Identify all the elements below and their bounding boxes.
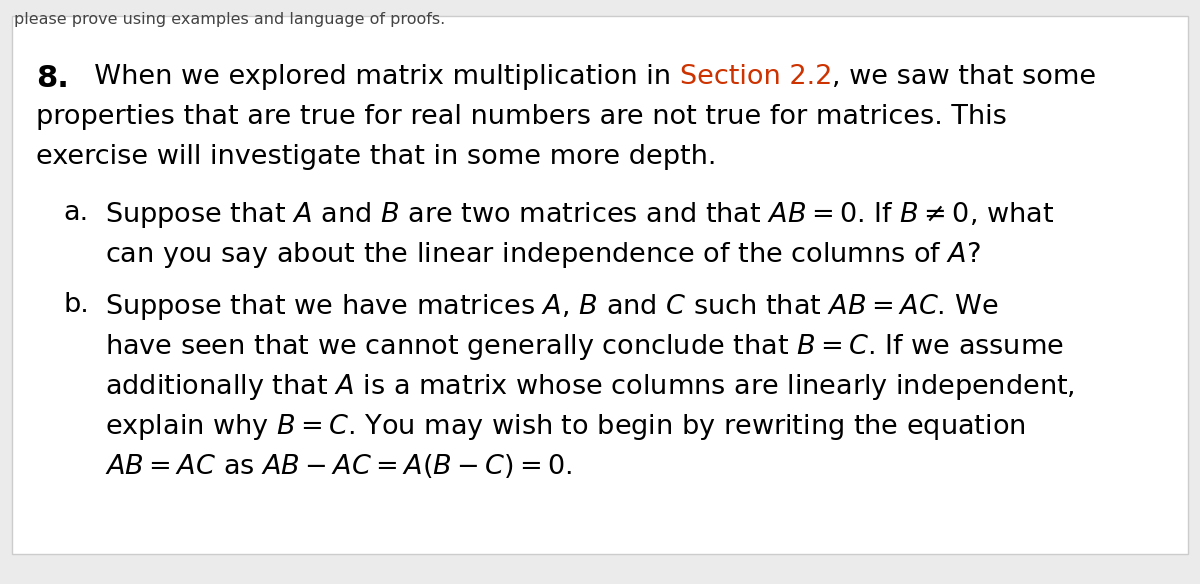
- Text: Suppose that $A$ and $B$ are two matrices and that $AB = 0$. If $B \neq 0$, what: Suppose that $A$ and $B$ are two matrice…: [106, 200, 1055, 230]
- Text: Suppose that we have matrices $A$, $B$ and $C$ such that $AB = AC$. We: Suppose that we have matrices $A$, $B$ a…: [106, 292, 998, 322]
- Text: Section 2.2: Section 2.2: [679, 64, 832, 90]
- FancyBboxPatch shape: [12, 16, 1188, 554]
- Text: can you say about the linear independence of the columns of $A$?: can you say about the linear independenc…: [106, 240, 982, 270]
- Text: exercise will investigate that in some more depth.: exercise will investigate that in some m…: [36, 144, 716, 170]
- Text: properties that are true for real numbers are not true for matrices. This: properties that are true for real number…: [36, 104, 1007, 130]
- Text: have seen that we cannot generally conclude that $B = C$. If we assume: have seen that we cannot generally concl…: [106, 332, 1064, 362]
- Text: additionally that $A$ is a matrix whose columns are linearly independent,: additionally that $A$ is a matrix whose …: [106, 372, 1075, 402]
- Text: explain why $B = C$. You may wish to begin by rewriting the equation: explain why $B = C$. You may wish to beg…: [106, 412, 1026, 442]
- Text: please prove using examples and language of proofs.: please prove using examples and language…: [14, 12, 445, 27]
- Text: 8.: 8.: [36, 64, 68, 93]
- Text: $AB = AC$ as $AB - AC = A(B - C) = 0$.: $AB = AC$ as $AB - AC = A(B - C) = 0$.: [106, 452, 572, 480]
- Text: a.: a.: [64, 200, 88, 226]
- Text: b.: b.: [64, 292, 89, 318]
- Text: When we explored matrix multiplication in: When we explored matrix multiplication i…: [77, 64, 679, 90]
- Text: , we saw that some: , we saw that some: [832, 64, 1096, 90]
